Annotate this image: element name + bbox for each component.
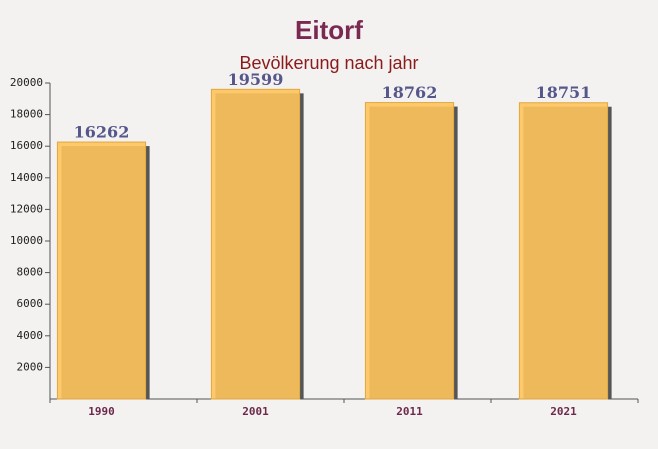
x-tick-label: 2021 bbox=[550, 405, 577, 418]
chart-title: Eitorf bbox=[295, 15, 363, 45]
y-tick-label: 8000 bbox=[17, 266, 44, 279]
bar bbox=[56, 141, 147, 400]
y-tick-label: 14000 bbox=[10, 171, 43, 184]
y-tick-label: 2000 bbox=[17, 360, 44, 373]
bar bbox=[364, 102, 455, 400]
value-label: 16262 bbox=[74, 123, 130, 142]
y-tick-label: 16000 bbox=[10, 139, 43, 152]
value-label: 18751 bbox=[536, 83, 592, 102]
y-tick-label: 4000 bbox=[17, 329, 44, 342]
x-tick-label: 2011 bbox=[396, 405, 423, 418]
y-tick-label: 12000 bbox=[10, 202, 43, 215]
value-label: 18762 bbox=[382, 83, 438, 102]
chart-subtitle: Bevölkerung nach jahr bbox=[239, 53, 418, 73]
y-tick-label: 20000 bbox=[10, 76, 43, 89]
x-tick-label: 2001 bbox=[242, 405, 269, 418]
value-label: 19599 bbox=[228, 70, 284, 89]
y-tick-label: 6000 bbox=[17, 297, 44, 310]
bar bbox=[210, 88, 301, 400]
bar bbox=[518, 102, 609, 400]
x-tick-label: 1990 bbox=[88, 405, 115, 418]
y-tick-label: 10000 bbox=[10, 234, 43, 247]
y-tick-label: 18000 bbox=[10, 108, 43, 121]
